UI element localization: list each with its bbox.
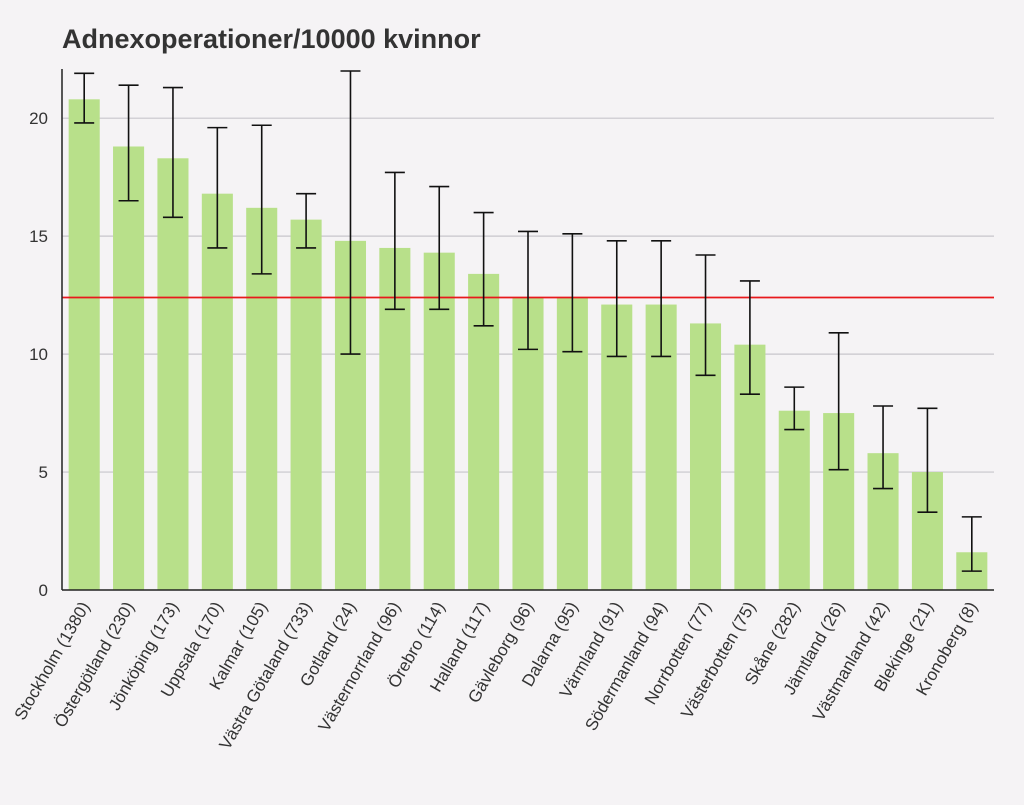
bar	[778, 410, 810, 590]
error-bar	[695, 254, 716, 377]
x-tick-label: Västernorrland (96)	[315, 599, 405, 735]
error-bar	[162, 86, 183, 219]
error-bar	[784, 386, 805, 431]
error-bar	[606, 240, 627, 358]
error-bar	[961, 516, 982, 572]
error-bar	[562, 232, 583, 353]
error-bar	[296, 192, 317, 249]
x-tick-label: Södermanland (94)	[581, 599, 670, 735]
error-bar	[873, 405, 894, 490]
error-bar	[518, 230, 538, 351]
y-tick-label: 0	[39, 581, 48, 600]
y-tick-label: 15	[29, 227, 48, 246]
axes	[61, 69, 994, 591]
chart-title: Adnexoperationer/10000 kvinnor	[62, 24, 481, 54]
error-bar	[384, 171, 405, 311]
bar	[113, 146, 145, 590]
bar	[290, 219, 322, 590]
error-bar	[118, 84, 139, 202]
x-tick-label: Östergötland (230)	[51, 599, 138, 731]
y-axis-ticks: 0 5 10 15 20	[29, 109, 48, 600]
y-tick-label: 20	[29, 109, 48, 128]
error-bar	[828, 332, 849, 471]
bars	[68, 99, 988, 591]
error-bar	[739, 280, 760, 395]
error-bar	[917, 407, 938, 513]
bar	[68, 99, 100, 591]
y-tick-label: 5	[39, 463, 48, 482]
error-bar	[207, 126, 228, 249]
error-bar	[74, 72, 95, 124]
error-bar	[429, 185, 450, 311]
bar	[157, 158, 189, 590]
x-axis-labels: Stockholm (1380)Östergötland (230)Jönköp…	[11, 599, 982, 753]
error-bar	[251, 124, 272, 275]
error-bars	[74, 70, 982, 572]
error-bar	[340, 70, 361, 355]
error-bar	[651, 240, 672, 358]
y-tick-label: 10	[29, 345, 48, 364]
error-bar	[473, 211, 494, 327]
bar	[201, 193, 233, 590]
